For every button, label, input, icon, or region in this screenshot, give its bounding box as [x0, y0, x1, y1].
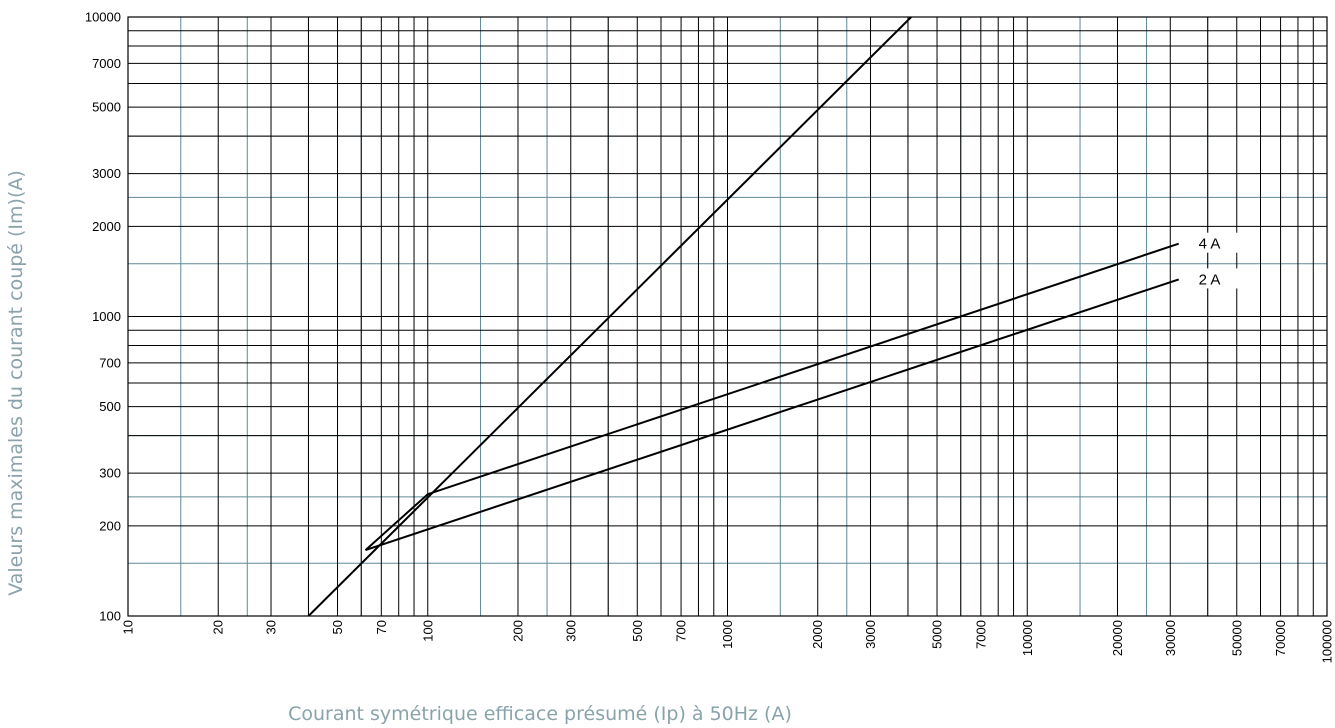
x-axis-title: Courant symétrique efficace présumé (Ip)…	[288, 703, 792, 725]
y-tick-label: 100	[99, 609, 121, 624]
y-tick-label: 2000	[92, 219, 121, 234]
x-tick-label: 30	[264, 620, 279, 634]
series-line-1	[307, 17, 912, 616]
series-label-background	[1190, 268, 1239, 289]
y-tick-label: 700	[99, 355, 121, 370]
series-line-2	[364, 242, 1180, 551]
x-tick-label: 500	[630, 620, 645, 642]
x-tick-label: 2000	[810, 620, 825, 649]
x-tick-label: 200	[511, 620, 526, 642]
x-tick-label: 5000	[930, 620, 945, 649]
x-tick-label: 300	[563, 620, 578, 642]
y-tick-label: 7000	[92, 56, 121, 71]
x-tick-label: 20	[211, 620, 226, 634]
x-tick-label: 1000	[720, 620, 735, 649]
x-tick-label: 100	[420, 620, 435, 642]
x-tick-label: 700	[674, 620, 689, 642]
y-tick-label: 1000	[92, 309, 121, 324]
plot-frame	[127, 16, 1328, 617]
y-tick-label: 10000	[85, 10, 121, 25]
y-tick-labels: 100 200 300 500 700 1000 2000 3000 5000 7000 10000	[85, 10, 121, 624]
series-label-3: 2 A	[1199, 271, 1221, 288]
y-tick-label: 3000	[92, 166, 121, 181]
x-tick-label: 50	[330, 620, 345, 634]
series-labels: 4 A 2 A	[1190, 232, 1239, 289]
x-tick-labels: 10 20 30 50 70 100 200 300 500 700 1000 2000 3000 500…	[121, 620, 1335, 663]
series-label-2: 4 A	[1199, 236, 1221, 253]
series-line-3	[365, 278, 1180, 552]
y-axis-title: Valeurs maximales du courant coupé (Im)(…	[5, 170, 27, 596]
y-tick-label: 200	[99, 518, 121, 533]
x-tick-label: 10	[121, 620, 136, 634]
y-tick-label: 300	[99, 466, 121, 481]
major-grid	[128, 17, 1327, 616]
x-tick-label: 100000	[1320, 620, 1335, 663]
x-tick-label: 3000	[863, 620, 878, 649]
x-tick-label: 20000	[1110, 620, 1125, 656]
x-tick-label: 7000	[973, 620, 988, 649]
x-tick-label: 70000	[1273, 620, 1288, 656]
x-tick-label: 70	[374, 620, 389, 634]
series-lines	[307, 17, 1180, 616]
y-tick-label: 500	[99, 399, 121, 414]
x-tick-label: 50000	[1229, 620, 1244, 656]
y-tick-label: 5000	[92, 100, 121, 115]
x-tick-label: 10000	[1020, 620, 1035, 656]
x-tick-label: 30000	[1163, 620, 1178, 656]
series-label-background	[1190, 232, 1239, 253]
